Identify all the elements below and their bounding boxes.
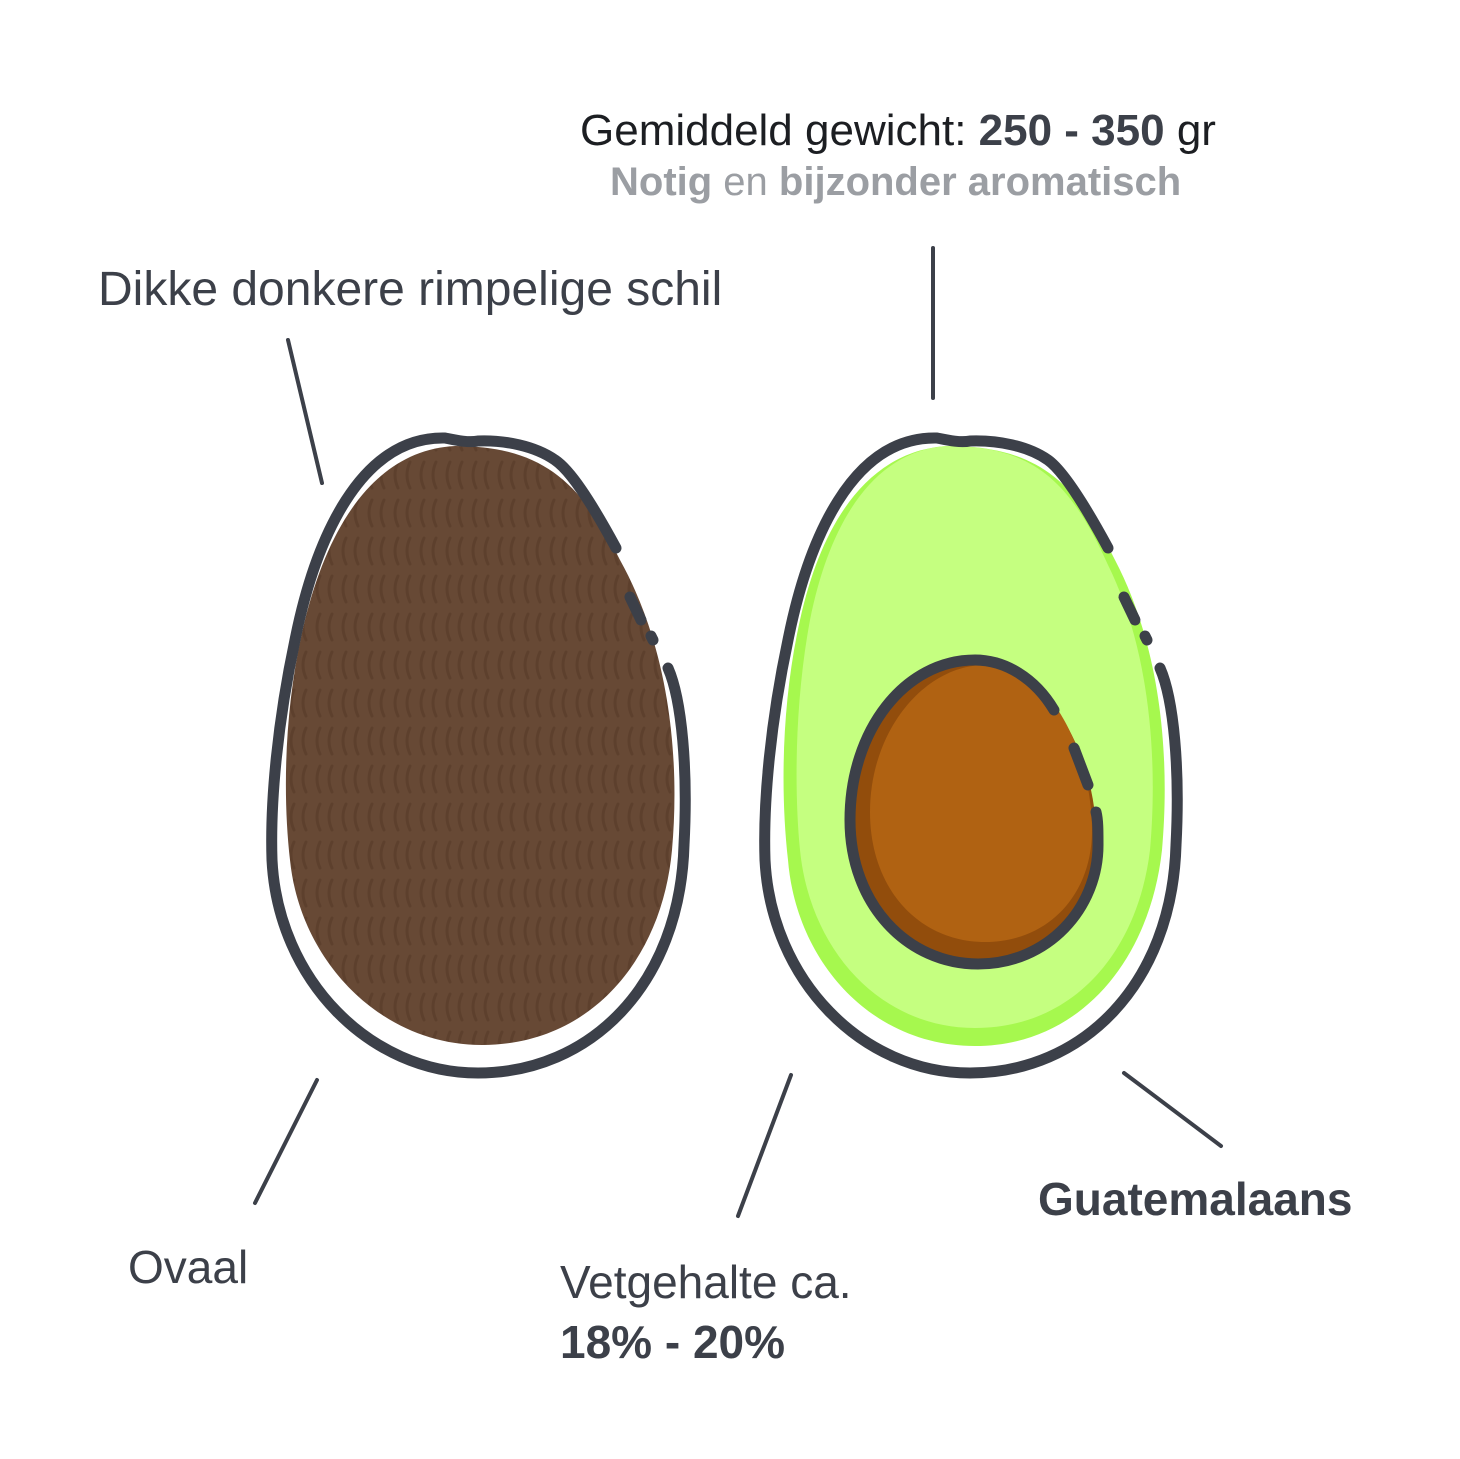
pit-body — [870, 665, 1092, 942]
variety-label: Guatemalaans — [1038, 1173, 1353, 1225]
cut-avocado-outline — [759, 432, 1183, 1079]
skin-label: Dikke donkere rimpelige schil — [98, 263, 723, 316]
fat-content-label: Vetgehalte ca. — [560, 1256, 852, 1308]
average-weight-label: Gemiddeld gewicht: 250 - 350 gr — [580, 106, 1216, 156]
outline-dash — [1118, 591, 1141, 626]
fat-pointer-line — [736, 1073, 793, 1218]
fat-content-value: 18% - 20% — [560, 1316, 786, 1368]
taste-label: Notig en bijzonder aromatisch — [610, 160, 1181, 205]
weight-value: 250 - 350 — [978, 106, 1165, 155]
whole-avocado-outline — [266, 432, 691, 1079]
whole-avocado — [266, 432, 691, 1079]
taste-part-nutty: Notig — [610, 160, 713, 204]
outline-dot — [1139, 630, 1153, 646]
pit-outline-dash — [1068, 742, 1094, 791]
weight-prefix: Gemiddeld gewicht: — [580, 106, 979, 155]
taste-part-and: en — [712, 160, 779, 204]
avocado-skin — [285, 446, 675, 1045]
outline-dot — [645, 630, 659, 646]
pit-outline — [844, 654, 1104, 970]
cut-avocado — [759, 432, 1183, 1079]
shape-pointer-line — [253, 1078, 319, 1205]
taste-part-aromatic: bijzonder aromatisch — [778, 160, 1182, 204]
weight-unit: gr — [1164, 106, 1216, 155]
shape-label: Ovaal — [128, 1241, 249, 1293]
avocado-pit — [844, 654, 1104, 970]
variety-pointer-line — [1122, 1071, 1223, 1148]
outline-dash — [624, 591, 647, 626]
skin-pointer-line — [286, 338, 324, 485]
